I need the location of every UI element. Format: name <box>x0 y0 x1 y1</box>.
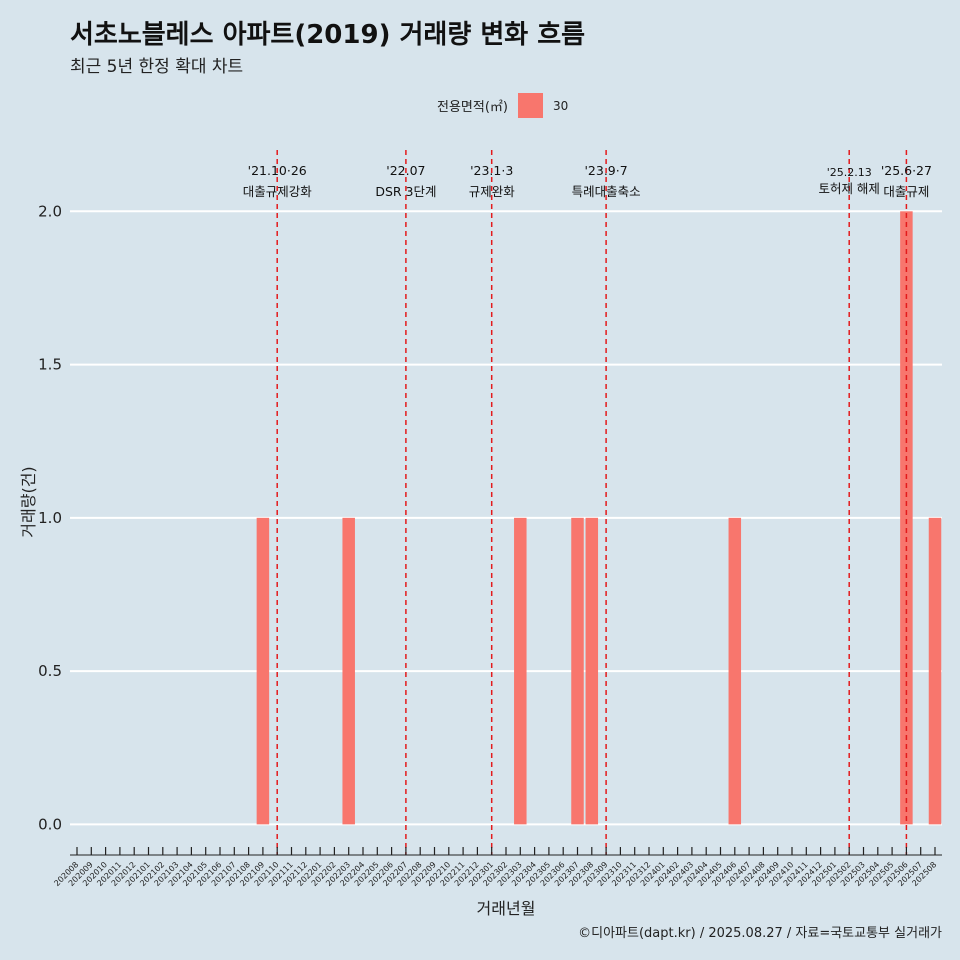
bar <box>514 517 527 825</box>
event-date: '21.10·26 <box>248 163 307 178</box>
bar <box>571 517 584 825</box>
x-axis-title: 거래년월 <box>477 899 536 918</box>
y-tick-label: 0.5 <box>38 662 62 680</box>
event-date: '23.9·7 <box>584 163 627 178</box>
event-label: 대출규제강화 <box>243 184 313 199</box>
event-label: 대출규제 <box>883 184 929 199</box>
event-date: '22.07 <box>386 163 425 178</box>
event-date: '23.1·3 <box>470 163 513 178</box>
source-caption: ©디아파트(dapt.kr) / 2025.08.27 / 자료=국토교통부 실… <box>578 926 942 941</box>
y-tick-label: 1.0 <box>38 509 62 527</box>
y-axis-title: 거래량(건) <box>19 466 38 537</box>
bar <box>342 517 355 825</box>
event-date: '25.2.13 <box>827 166 872 179</box>
event-date: '25.6·27 <box>881 163 932 178</box>
event-label: 특례대출축소 <box>572 184 641 199</box>
event-label: DSR 3단계 <box>375 184 436 199</box>
event-label: 규제완화 <box>469 184 516 199</box>
chart-subtitle: 최근 5년 한정 확대 차트 <box>70 57 244 77</box>
y-tick-label: 2.0 <box>38 202 62 220</box>
chart-title: 서초노블레스 아파트(2019) 거래량 변화 흐름 <box>70 20 586 50</box>
bar <box>256 517 270 825</box>
event-label: 토허제 해제 <box>818 181 879 196</box>
y-tick-label: 0.0 <box>38 815 62 833</box>
legend-title: 전용면적(㎡) <box>437 100 508 115</box>
bar <box>900 211 913 825</box>
bar <box>928 517 942 825</box>
legend-swatch <box>517 93 543 118</box>
y-tick-label: 1.5 <box>38 356 62 374</box>
bar <box>728 517 742 825</box>
bar <box>585 517 599 825</box>
legend: 전용면적(㎡) 30 <box>437 93 568 118</box>
legend-label: 30 <box>552 98 569 113</box>
